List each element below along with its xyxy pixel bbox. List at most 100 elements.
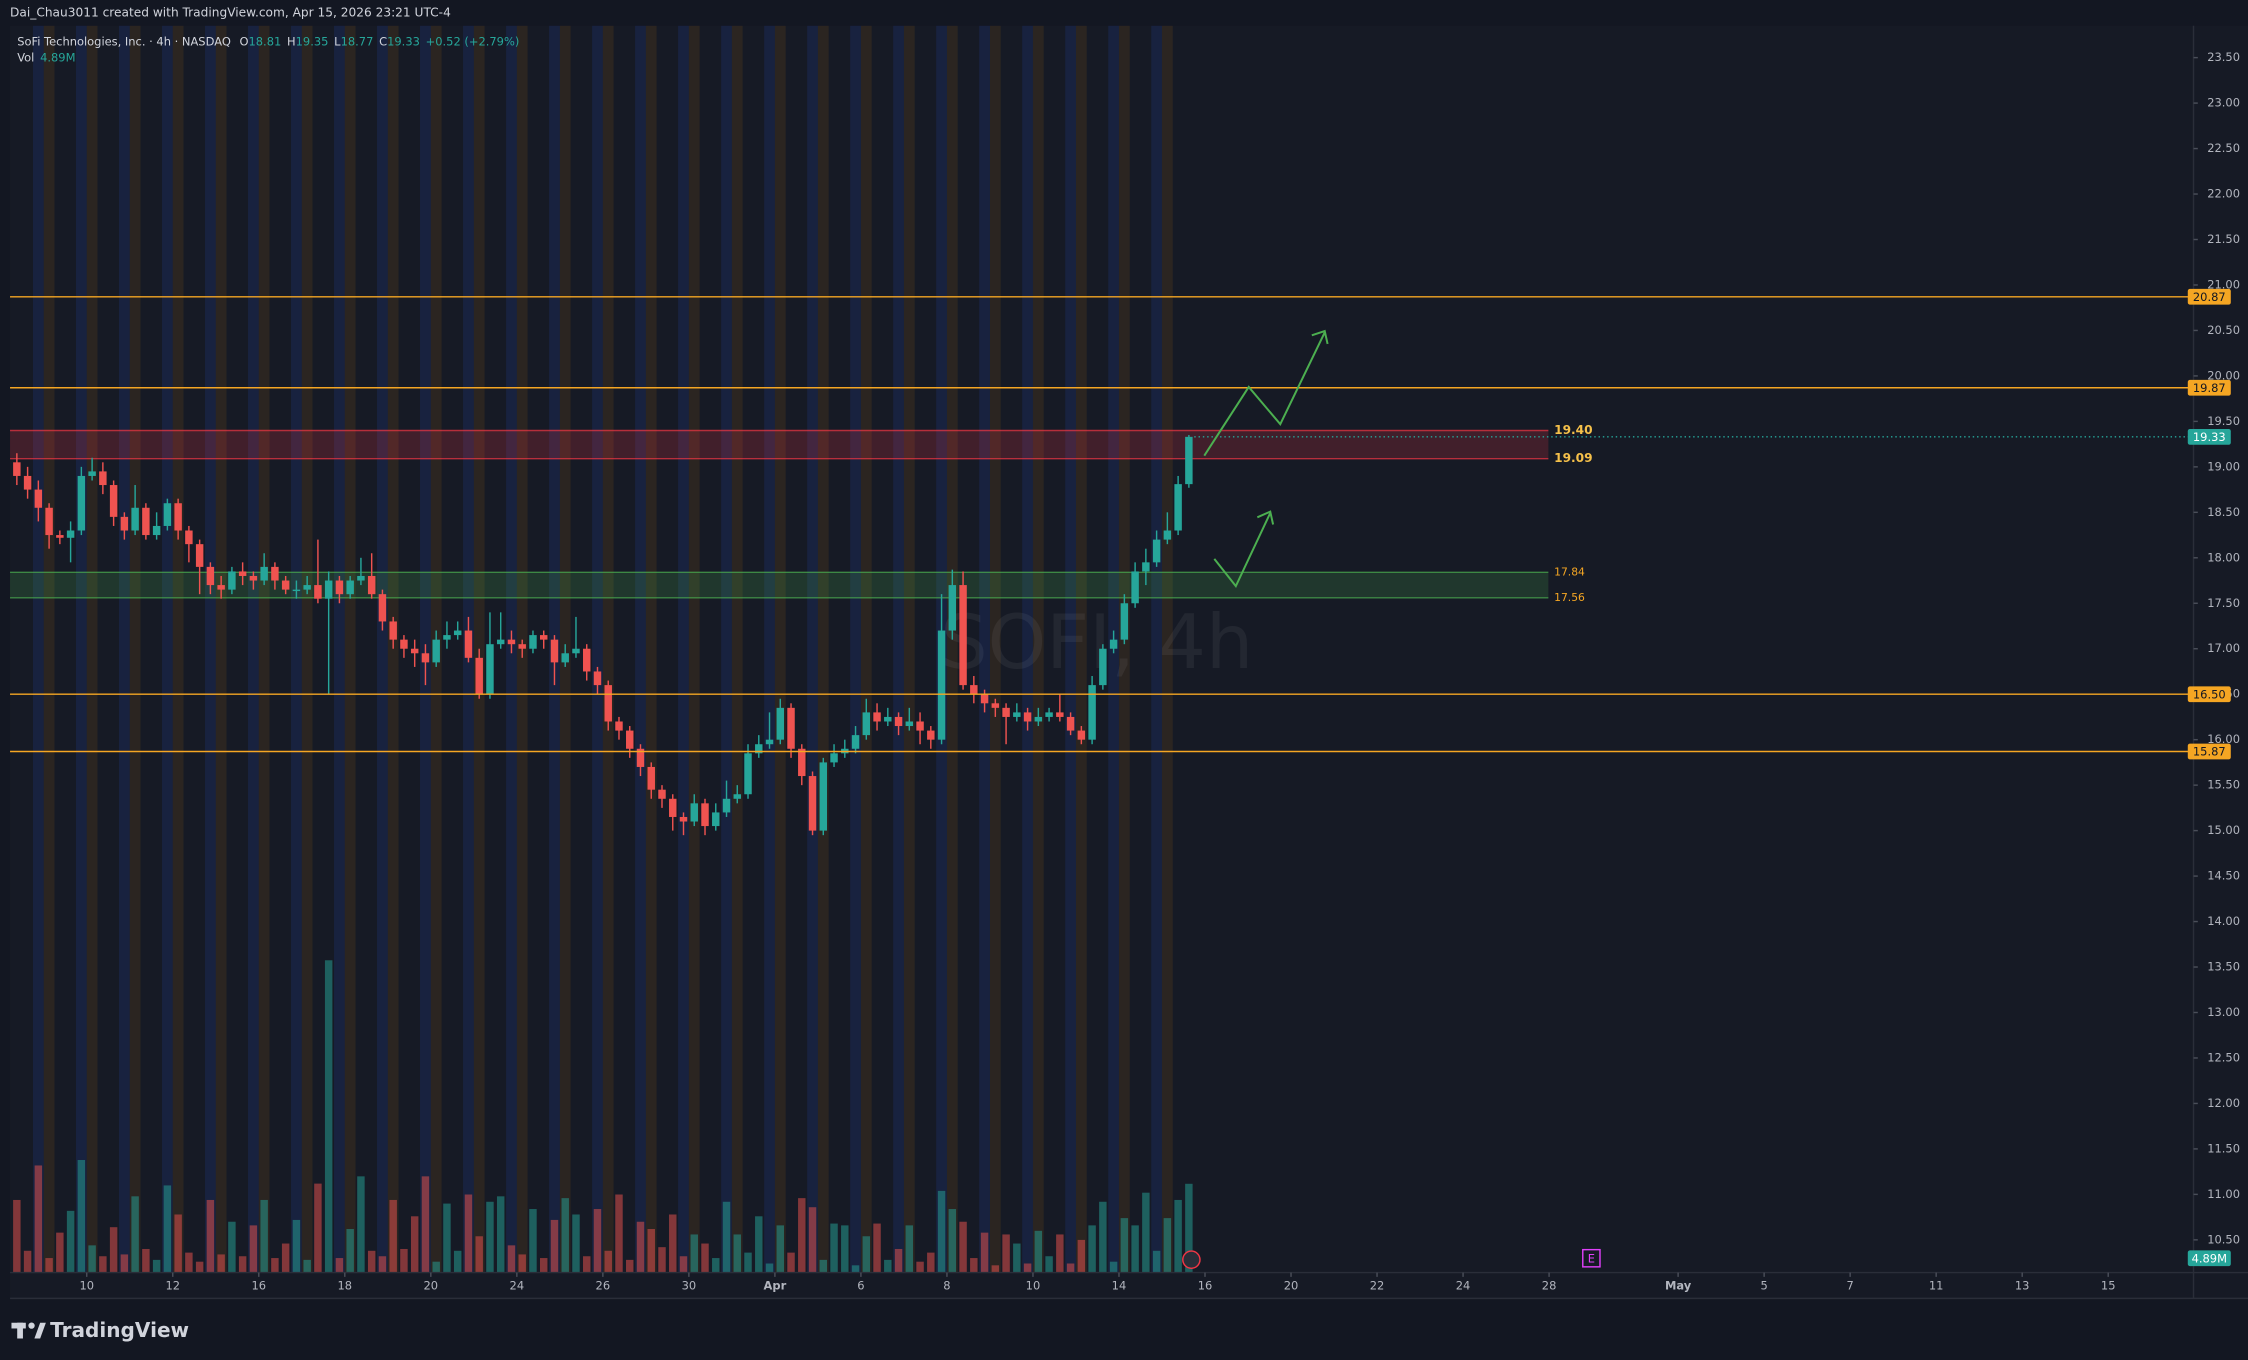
level-label: 16.50: [2193, 687, 2226, 701]
x-tick-label: 24: [510, 1279, 525, 1293]
candle-body: [991, 703, 1000, 708]
volume-axis-label: 4.89M: [2192, 1251, 2227, 1265]
candle-body: [1056, 712, 1064, 717]
x-tick-label: 10: [79, 1279, 94, 1293]
volume-bar: [636, 1221, 645, 1273]
dividend-icon[interactable]: [1182, 1250, 1201, 1269]
y-tick-label: 16.00: [2207, 732, 2240, 746]
logo-part: [34, 1322, 46, 1339]
y-tick-label: 20.00: [2207, 368, 2240, 382]
volume-bar: [120, 1254, 129, 1273]
x-tick-label: 16: [251, 1279, 266, 1293]
candle-layer: [13, 435, 1193, 836]
volume-bar: [88, 1245, 96, 1273]
candle-body: [916, 721, 924, 731]
candle-body: [959, 585, 967, 686]
y-tick-label: 15.50: [2207, 778, 2240, 792]
candle-body: [626, 730, 634, 749]
y-tick-label: 17.50: [2207, 596, 2240, 610]
candle-body: [346, 580, 354, 595]
volume-bar: [281, 1243, 290, 1273]
volume-bar: [174, 1214, 182, 1273]
zone-label: 17.56: [1554, 591, 1585, 604]
candle-body: [45, 507, 53, 536]
premarket-shading: [688, 25, 700, 1273]
candle-body: [561, 653, 569, 663]
y-tick-label: 14.00: [2207, 914, 2240, 928]
change: +0.52 (+2.79%): [426, 34, 520, 48]
postmarket-shading: [32, 25, 44, 1273]
candle-body: [271, 566, 279, 581]
candle-body: [507, 639, 516, 645]
volume-bar: [701, 1243, 709, 1273]
volume-bar: [475, 1236, 483, 1273]
candle-body: [195, 544, 204, 567]
candle-body: [647, 766, 655, 790]
candle-body: [1013, 712, 1021, 717]
candle-body: [152, 525, 161, 536]
volume-bar: [163, 1185, 172, 1273]
candle-body: [109, 485, 118, 517]
candle-body: [572, 648, 580, 654]
x-tick-label: 6: [857, 1279, 864, 1293]
volume-bar: [765, 1263, 774, 1273]
candle-body: [410, 648, 419, 654]
y-tick-label: 12.50: [2207, 1050, 2240, 1064]
volume-bar: [13, 1199, 21, 1273]
volume-bar: [851, 1265, 860, 1273]
volume-bar: [1045, 1256, 1053, 1273]
level-label: 15.87: [2193, 745, 2226, 759]
candle-body: [1077, 730, 1086, 740]
x-tick-label: 20: [1284, 1279, 1299, 1293]
premarket-shading: [602, 25, 614, 1273]
candle-body: [529, 635, 537, 649]
volume-bar: [905, 1225, 914, 1273]
candle-body: [830, 753, 838, 763]
volume-bar: [593, 1209, 602, 1273]
volume-bar: [109, 1227, 118, 1273]
premarket-shading: [215, 25, 227, 1273]
volume-bar: [970, 1258, 978, 1273]
volume-bar: [131, 1196, 139, 1273]
arrow-head: [1256, 510, 1275, 525]
y-tick-label: 10.50: [2207, 1232, 2240, 1246]
y-tick-label: 13.00: [2207, 1005, 2240, 1019]
candle-body: [142, 507, 150, 536]
level-label: 20.87: [2193, 290, 2226, 304]
candle-body: [120, 516, 129, 531]
volume-bar: [1131, 1225, 1139, 1273]
candle-body: [66, 530, 75, 538]
volume-bar: [389, 1199, 397, 1273]
volume-bar: [217, 1254, 225, 1273]
candle-body: [206, 566, 215, 586]
chart-background: [10, 25, 2248, 1299]
candle-body: [712, 812, 720, 827]
volume-bar: [77, 1160, 86, 1273]
legend-key: C: [379, 34, 387, 48]
volume-bar: [884, 1259, 892, 1273]
candle-body: [23, 475, 32, 490]
y-tick-label: 21.00: [2207, 277, 2240, 291]
legend-value: 18.77: [341, 34, 374, 48]
volume-bar: [787, 1252, 795, 1273]
x-tick-label: 26: [596, 1279, 611, 1293]
candle-body: [367, 575, 376, 595]
x-tick-label: May: [1665, 1279, 1692, 1293]
earnings-marker[interactable]: E: [1588, 1251, 1595, 1265]
volume-bar: [1056, 1234, 1064, 1273]
postmarket-shading: [291, 25, 302, 1273]
axis-layer: 10.50 11.00 11.50 12.00 12.50 13.00 13.50 14.00…: [79, 50, 2240, 1293]
logo-part: [17, 1322, 23, 1339]
candle-body: [314, 585, 322, 599]
candle-body: [593, 671, 602, 686]
y-tick-label: 17.00: [2207, 641, 2240, 655]
volume-bar: [1174, 1199, 1182, 1273]
legend-value: 18.81: [248, 34, 281, 48]
premarket-shading: [774, 25, 786, 1273]
candle-body: [56, 535, 64, 538]
volume-bar: [45, 1258, 53, 1273]
earnings-box[interactable]: [1582, 1248, 1601, 1268]
x-tick-label: 13: [2015, 1279, 2030, 1293]
premarket-shading: [86, 25, 98, 1273]
